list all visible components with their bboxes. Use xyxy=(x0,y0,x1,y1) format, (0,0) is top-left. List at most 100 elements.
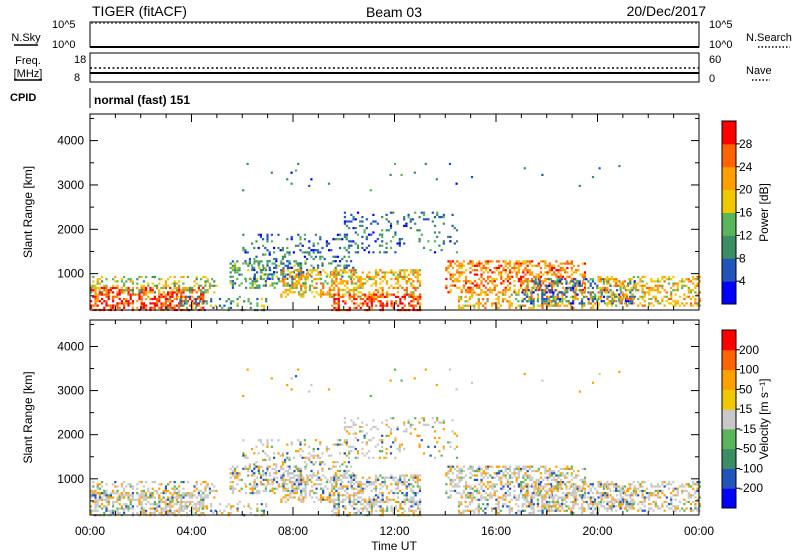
heatmap-cell xyxy=(381,291,384,294)
heatmap-cell xyxy=(383,456,386,459)
heatmap-cell xyxy=(389,428,393,431)
heatmap-cell xyxy=(528,467,532,470)
heatmap-cell xyxy=(302,489,305,492)
heatmap-cell xyxy=(630,286,633,290)
heatmap-cell xyxy=(204,489,207,492)
heatmap-cell xyxy=(343,421,346,424)
heatmap-cell xyxy=(611,297,614,301)
heatmap-cell xyxy=(136,293,139,296)
heatmap-cell xyxy=(385,229,388,232)
heatmap-cell xyxy=(633,295,636,298)
heatmap-cell xyxy=(352,286,356,289)
heatmap-cell xyxy=(295,487,298,490)
heatmap-cell xyxy=(352,474,356,477)
heatmap-cell xyxy=(156,503,159,506)
heatmap-cell xyxy=(506,280,509,283)
heatmap-cell xyxy=(449,291,452,294)
heatmap-cell xyxy=(374,500,378,503)
heatmap-cell xyxy=(169,492,172,495)
heatmap-cell xyxy=(204,496,207,499)
heatmap-cell xyxy=(456,485,459,488)
heatmap-cell xyxy=(339,264,342,267)
heatmap-cell xyxy=(301,251,304,254)
heatmap-cell xyxy=(149,289,152,292)
heatmap-cell xyxy=(431,417,434,420)
heatmap-cell xyxy=(317,251,320,254)
heatmap-cell xyxy=(389,173,392,176)
heatmap-cell xyxy=(363,282,367,285)
heatmap-cell xyxy=(262,472,265,475)
heatmap-cell xyxy=(381,233,384,236)
heatmap-cell xyxy=(526,494,529,497)
heatmap-cell xyxy=(234,474,237,477)
heatmap-cell xyxy=(390,284,393,287)
heatmap-cell xyxy=(478,260,481,263)
heatmap-cell xyxy=(293,496,296,499)
heatmap-cell xyxy=(116,500,119,504)
heatmap-cell xyxy=(306,483,309,486)
heatmap-cell xyxy=(427,240,430,243)
heatmap-cell xyxy=(433,240,437,243)
heatmap-cell xyxy=(543,293,546,296)
heatmap-cell xyxy=(319,496,323,499)
heatmap-cell xyxy=(574,284,577,287)
heatmap-cell xyxy=(127,293,130,296)
heatmap-cell xyxy=(229,300,233,303)
heatmap-cell xyxy=(169,286,172,290)
heatmap-cell xyxy=(482,298,485,301)
heatmap-cell xyxy=(136,306,139,309)
heatmap-cell xyxy=(101,275,104,279)
heatmap-cell xyxy=(188,500,191,504)
heatmap-cell xyxy=(333,295,336,298)
heatmap-cell xyxy=(153,304,156,307)
heatmap-cell xyxy=(379,300,382,303)
heatmap-cell xyxy=(164,505,167,508)
heatmap-cell xyxy=(292,456,295,459)
heatmap-cell xyxy=(396,291,400,294)
heatmap-cell xyxy=(606,302,609,305)
heatmap-cell xyxy=(511,275,514,278)
heatmap-cell xyxy=(550,302,553,305)
heatmap-cell xyxy=(599,289,602,292)
heatmap-cell xyxy=(162,291,165,294)
heatmap-cell xyxy=(333,494,336,497)
heatmap-cell xyxy=(410,291,413,294)
noise-panel-frame xyxy=(89,21,700,48)
heatmap-cell xyxy=(392,476,395,479)
heatmap-cell xyxy=(544,284,547,287)
heatmap-cell xyxy=(210,509,213,512)
heatmap-cell xyxy=(280,271,283,274)
heatmap-cell xyxy=(449,478,452,481)
heatmap-cell xyxy=(94,496,97,499)
heatmap-cell xyxy=(559,273,562,276)
heatmap-cell xyxy=(433,421,437,424)
heatmap-cell xyxy=(537,470,540,473)
heatmap-cell xyxy=(343,441,346,444)
heatmap-cell xyxy=(352,421,355,424)
y-tick-label: 2000 xyxy=(57,222,84,236)
heatmap-cell xyxy=(264,280,267,283)
heatmap-cell xyxy=(352,487,356,490)
heatmap-cell xyxy=(604,291,607,294)
heatmap-cell xyxy=(341,275,344,278)
heatmap-cell xyxy=(339,269,342,272)
heatmap-cell xyxy=(171,300,174,303)
heatmap-cell xyxy=(377,300,380,303)
heatmap-cell xyxy=(513,489,516,492)
heatmap-cell xyxy=(535,492,538,495)
heatmap-cell xyxy=(476,269,479,272)
heatmap-cell xyxy=(359,481,362,484)
heatmap-cell xyxy=(570,260,573,263)
heatmap-cell xyxy=(293,278,296,281)
heatmap-cell xyxy=(465,288,468,292)
heatmap-cell xyxy=(264,273,267,276)
heatmap-cell xyxy=(202,295,205,298)
heatmap-cell xyxy=(698,280,701,283)
heatmap-cell xyxy=(304,481,307,484)
heatmap-cell xyxy=(147,284,150,287)
heatmap-cell xyxy=(575,485,578,488)
heatmap-cell xyxy=(414,275,417,278)
heatmap-cell xyxy=(539,465,543,468)
heatmap-cell xyxy=(414,492,417,495)
heatmap-cell xyxy=(341,282,345,285)
